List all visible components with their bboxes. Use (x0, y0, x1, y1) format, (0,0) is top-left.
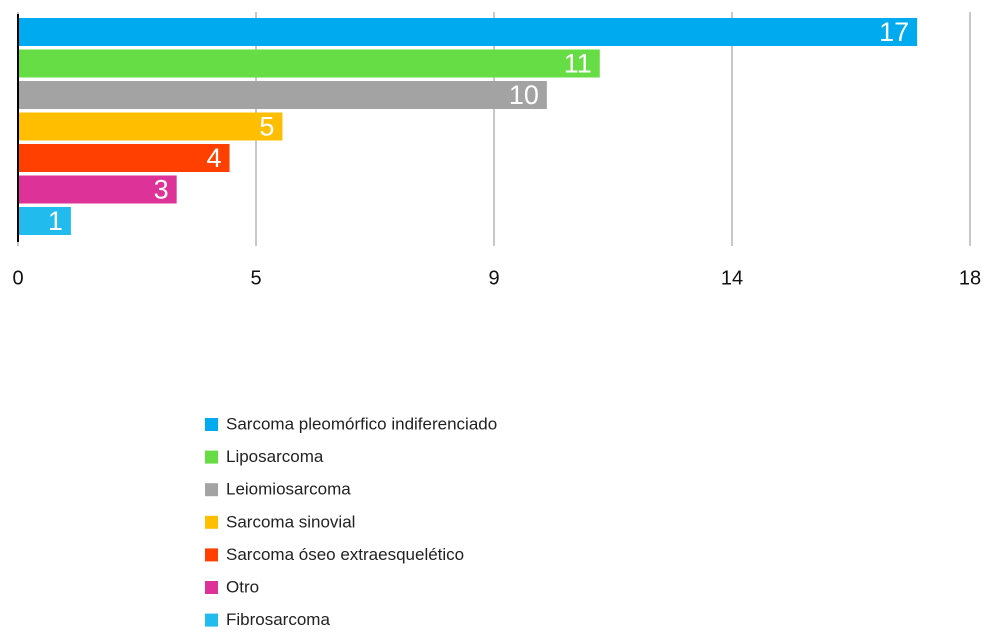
bar (18, 175, 177, 204)
x-tick-label: 14 (721, 267, 743, 289)
legend-label: Sarcoma pleomórfico indiferenciado (226, 414, 497, 433)
legend-label: Sarcoma sinovial (226, 512, 355, 531)
legend-swatch (205, 483, 218, 497)
bar (18, 112, 283, 141)
legend-label: Liposarcoma (226, 447, 324, 466)
legend-swatch (205, 613, 218, 627)
legend-label: Fibrosarcoma (226, 610, 330, 629)
bar (18, 49, 600, 78)
value-label: 10 (509, 80, 539, 110)
value-label: 3 (154, 175, 169, 205)
value-label: 5 (259, 112, 274, 142)
legend-swatch (205, 418, 218, 431)
x-tick-label: 5 (250, 267, 261, 289)
bar (18, 18, 918, 46)
legend-label: Sarcoma óseo extraesquelético (226, 545, 464, 564)
x-tick-label: 0 (12, 267, 23, 289)
x-tick-label: 18 (959, 267, 981, 289)
legend-swatch (205, 581, 218, 594)
bar (18, 81, 547, 109)
bar (18, 144, 230, 172)
legend-swatch (205, 548, 218, 562)
legend-swatch (205, 515, 218, 529)
value-label: 4 (207, 143, 222, 173)
value-label: 17 (879, 17, 909, 47)
legend-label: Otro (226, 577, 259, 596)
value-label: 1 (48, 206, 63, 236)
legend-label: Leiomiosarcoma (226, 480, 351, 499)
x-tick-label: 9 (488, 267, 499, 289)
bar (18, 207, 71, 235)
legend-swatch (205, 450, 218, 464)
value-label: 11 (564, 49, 592, 79)
